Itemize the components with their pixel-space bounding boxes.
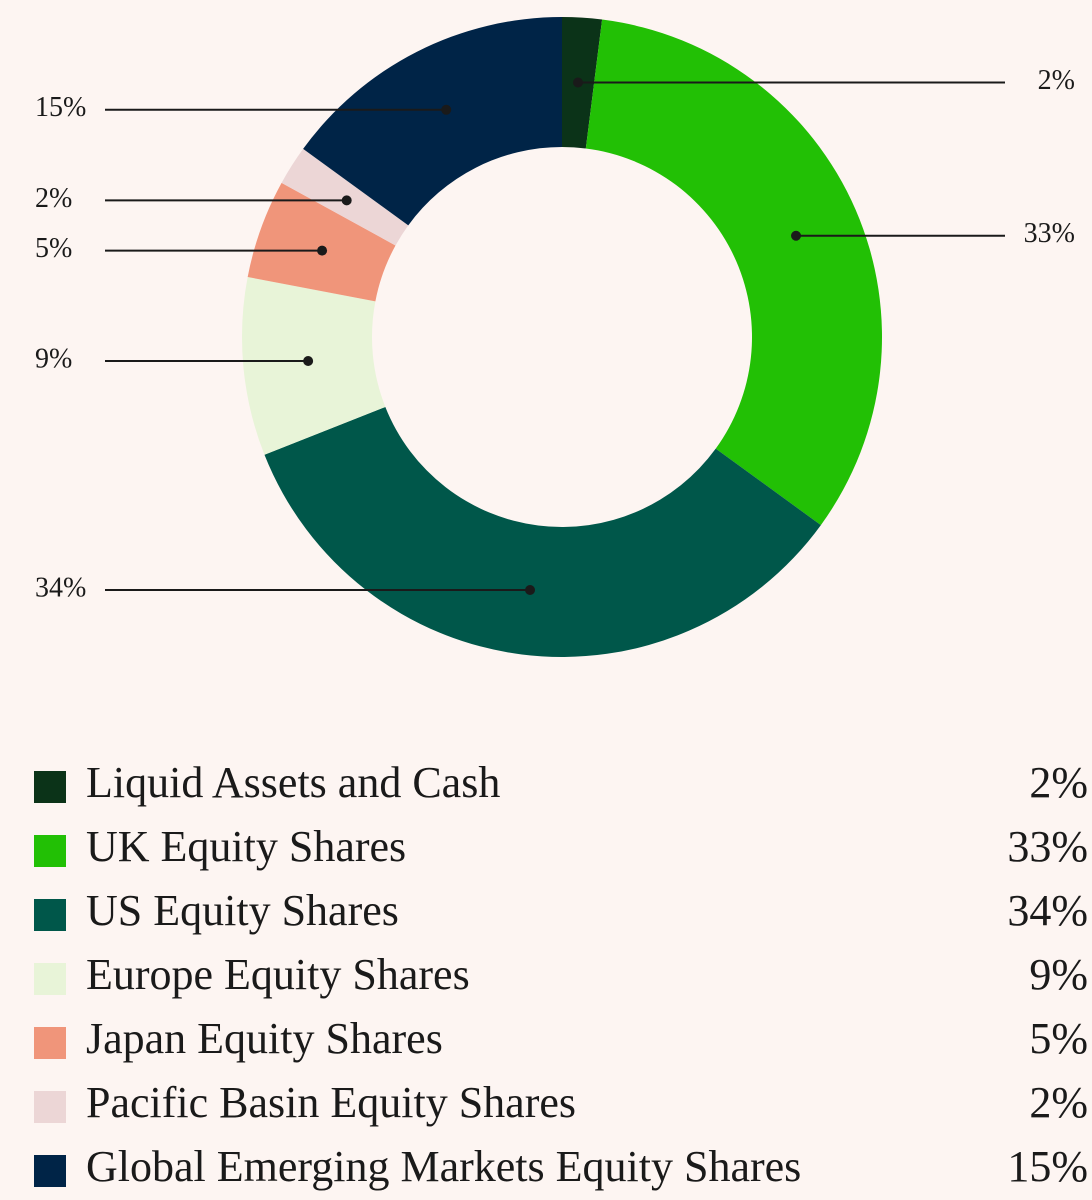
legend-swatch: [34, 771, 66, 803]
legend-swatch: [34, 1027, 66, 1059]
legend-label: Japan Equity Shares: [86, 1014, 443, 1063]
data-label: 33%: [1024, 218, 1075, 249]
leader-dot: [303, 355, 314, 366]
data-label: 34%: [35, 572, 86, 603]
legend-value: 2%: [1029, 1078, 1088, 1127]
data-label: 5%: [35, 233, 72, 264]
legend-label: Global Emerging Markets Equity Shares: [86, 1142, 801, 1191]
leader-dot: [317, 245, 328, 256]
legend-swatch: [34, 899, 66, 931]
legend-swatch: [34, 1155, 66, 1187]
data-label: 9%: [35, 343, 72, 374]
donut-segment: [303, 17, 562, 226]
leader-dot: [525, 584, 536, 595]
legend-value: 2%: [1029, 758, 1088, 807]
data-label: 2%: [35, 183, 72, 214]
legend-value: 5%: [1029, 1014, 1088, 1063]
donut-segment: [241, 277, 386, 455]
legend-swatch: [34, 835, 66, 867]
legend-value: 9%: [1029, 950, 1088, 999]
donut-segment: [585, 19, 883, 526]
leader-dot: [573, 77, 584, 88]
data-label: 15%: [35, 92, 86, 123]
donut-segment: [264, 406, 821, 658]
data-label: 2%: [1038, 65, 1075, 96]
leader-dot: [341, 195, 352, 206]
legend-value: 15%: [1007, 1142, 1088, 1191]
donut-segment: [247, 182, 396, 302]
leader-dot: [441, 104, 452, 115]
legend-value: 33%: [1007, 822, 1088, 871]
legend-label: UK Equity Shares: [86, 822, 406, 871]
legend-label: Europe Equity Shares: [86, 950, 470, 999]
legend-swatch: [34, 1091, 66, 1123]
leader-dot: [791, 230, 802, 241]
legend-value: 34%: [1007, 886, 1088, 935]
legend-swatch: [34, 963, 66, 995]
legend-label: US Equity Shares: [86, 886, 399, 935]
legend-label: Liquid Assets and Cash: [86, 758, 500, 807]
legend-label: Pacific Basin Equity Shares: [86, 1078, 576, 1127]
